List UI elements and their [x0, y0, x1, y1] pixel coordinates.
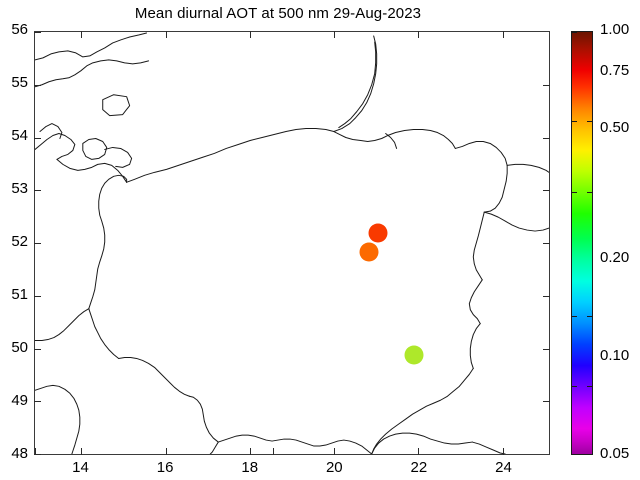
colorbar-tick-right: [587, 386, 593, 388]
y-tick-label: 50: [11, 339, 28, 356]
x-tick-top: [334, 31, 336, 38]
data-point-marker[interactable]: [359, 242, 379, 262]
y-tick: [34, 401, 41, 403]
colorbar-tick-label: 0.20: [600, 248, 630, 266]
data-point-marker[interactable]: [368, 223, 388, 243]
y-tick-right: [543, 190, 550, 192]
x-tick: [81, 448, 83, 455]
colorbar-tick-right: [587, 120, 593, 122]
y-tick-right: [543, 295, 550, 297]
colorbar-tick: [571, 32, 577, 33]
y-tick-label: 51: [11, 286, 28, 303]
colorbar: [571, 31, 593, 455]
x-tick-top: [502, 31, 504, 38]
country-borders-map: [35, 32, 549, 454]
x-tick: [334, 448, 336, 455]
y-tick-label: 55: [11, 74, 28, 91]
colorbar-tick-right: [587, 316, 593, 318]
x-tick-label: 16: [156, 459, 174, 476]
x-tick: [165, 448, 167, 455]
y-tick: [34, 137, 41, 139]
x-tick-label: 14: [72, 459, 89, 476]
y-tick-label: 48: [11, 445, 28, 462]
x-tick: [502, 448, 504, 455]
y-tick-label: 54: [11, 127, 28, 144]
x-tick-label: 24: [495, 459, 512, 476]
y-tick: [34, 32, 41, 33]
colorbar-tick: [571, 454, 577, 455]
y-tick-right: [543, 243, 550, 244]
colorbar-tick-label: 0.50: [600, 119, 630, 137]
x-tick-label: 22: [410, 459, 428, 476]
colorbar-tick: [571, 386, 577, 388]
y-tick: [34, 84, 41, 86]
x-tick-top: [249, 31, 251, 38]
page-title: Mean diurnal AOT at 500 nm 29-Aug-2023: [134, 5, 422, 22]
y-tick-label: 53: [11, 180, 28, 197]
colorbar-tick-label: 0.10: [600, 346, 630, 364]
y-tick-label: 49: [11, 392, 28, 409]
colorbar-tick: [571, 316, 577, 318]
x-tick-top: [81, 31, 83, 38]
data-point-marker[interactable]: [404, 345, 424, 365]
y-axis-labels: 56 55 54 53 52 51 50 49 48: [0, 0, 30, 480]
x-tick-top: [418, 31, 420, 38]
y-tick-label: 56: [11, 21, 28, 38]
y-tick: [34, 190, 41, 192]
y-tick: [34, 295, 41, 297]
y-tick-label: 52: [11, 233, 28, 250]
colorbar-tick-right: [587, 191, 593, 193]
y-tick-right: [543, 84, 550, 86]
map-plot-area: [34, 31, 550, 455]
x-tick: [418, 448, 420, 455]
y-tick-right: [543, 401, 550, 403]
x-tick: [272, 448, 274, 455]
x-tick-label: 20: [325, 459, 343, 476]
colorbar-tick-label: 0.05: [600, 445, 630, 462]
colorbar-tick: [571, 120, 577, 122]
y-tick-right: [543, 137, 550, 139]
y-tick: [34, 243, 41, 244]
colorbar-tick: [571, 191, 577, 193]
x-tick: [249, 448, 251, 455]
x-tick: [35, 448, 36, 455]
y-tick-right: [543, 348, 550, 350]
y-tick: [34, 348, 41, 350]
x-tick-label: 18: [241, 459, 259, 476]
colorbar-tick-label: 1.00: [600, 21, 630, 38]
colorbar-tick-label: 0.75: [600, 61, 630, 79]
x-tick-top: [165, 31, 167, 38]
y-tick: [34, 454, 41, 455]
